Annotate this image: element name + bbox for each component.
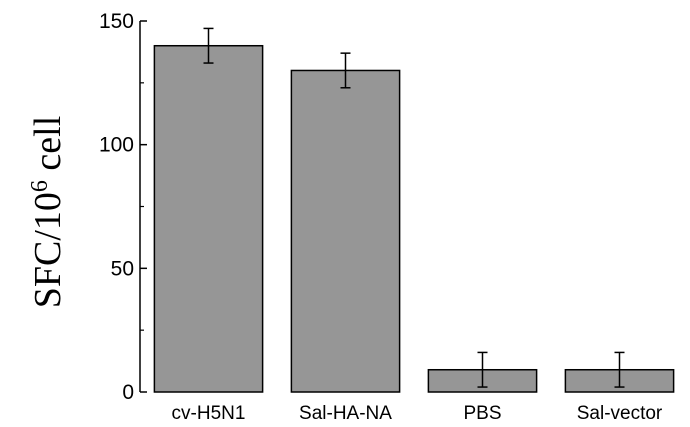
y-tick-label: 50 bbox=[111, 257, 134, 280]
y-tick-label: 100 bbox=[99, 134, 134, 157]
y-tick-label: 0 bbox=[122, 381, 134, 404]
error-bars bbox=[203, 27, 625, 388]
y-axis-title: SFC/106 cell bbox=[27, 116, 69, 309]
x-category-label: Sal-vector bbox=[577, 403, 663, 424]
x-category-label: cv-H5N1 bbox=[172, 403, 246, 424]
y-tick-label: 150 bbox=[99, 10, 134, 33]
bar bbox=[153, 44, 264, 393]
x-category-label: PBS bbox=[463, 403, 501, 424]
bars bbox=[153, 44, 675, 393]
bar bbox=[290, 69, 401, 393]
x-category-label: Sal-HA-NA bbox=[299, 403, 392, 424]
category-labels: cv-H5N1 Sal-HA-NA PBS Sal-vector bbox=[172, 403, 663, 424]
y-axis: 0 50 100 150 bbox=[99, 10, 147, 404]
